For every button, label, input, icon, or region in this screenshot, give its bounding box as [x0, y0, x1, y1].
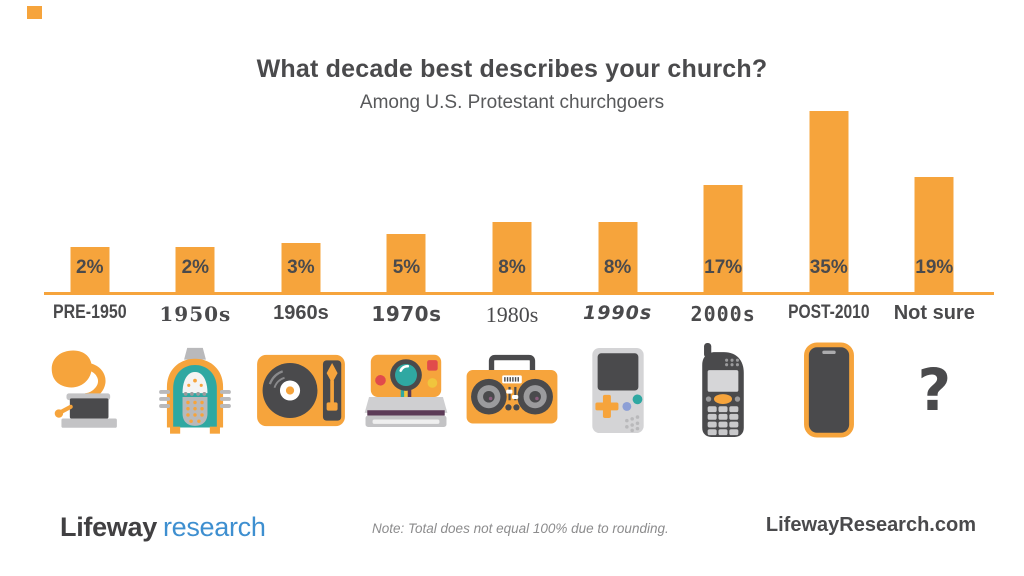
smartphone-icon: [776, 338, 882, 442]
decade-label: POST-2010: [788, 302, 870, 323]
logo-text-primary: Lifeway: [60, 512, 157, 542]
bar-value-label: 5%: [392, 257, 421, 278]
bar-value-label: 2%: [76, 257, 104, 278]
bar: [281, 243, 321, 294]
bar-value-label: 19%: [915, 257, 954, 278]
handheld-game-console-icon: [565, 338, 671, 442]
chart-subtitle: Among U.S. Protestant churchgoers: [359, 92, 665, 113]
bar: [175, 247, 215, 294]
bar-value-label: 35%: [809, 257, 848, 278]
decade-label: 1970s: [371, 302, 442, 326]
question-mark-icon: ?: [917, 356, 952, 424]
website-url: LifewayResearch.com: [765, 514, 976, 536]
decade-label: Not sure: [893, 302, 975, 324]
lifeway-research-logo: Lifeway research: [60, 512, 266, 543]
logo-text-secondary: research: [162, 512, 266, 542]
decade-column: 17% 2000s: [670, 0, 776, 576]
chart-title: What decade best describes your church?: [256, 55, 768, 83]
bar-value-label: 2%: [181, 257, 210, 278]
bar: [70, 247, 110, 294]
decade-column: 8% 1990s: [565, 0, 671, 576]
decade-column: 5% 1970s: [354, 0, 460, 576]
decade-column: 35% POST-2010: [776, 0, 882, 576]
cell-phone-icon: [670, 338, 776, 442]
record-player-icon: [248, 338, 354, 442]
bar-chart: 2% PRE-1950 2% 1950s 3% 1960s: [37, 0, 987, 576]
bar: [492, 222, 532, 294]
bar: [809, 111, 849, 294]
decade-label: 1990s: [582, 302, 653, 324]
bar: [598, 222, 638, 294]
bar-value-label: 8%: [603, 257, 632, 278]
decade-label: 1980s: [485, 302, 539, 327]
decade-label: 1950s: [159, 302, 232, 326]
boombox-icon: [459, 338, 565, 442]
gramophone-icon: [37, 338, 143, 442]
decade-column: 8% 1980s: [459, 0, 565, 576]
decade-column: 2% PRE-1950: [37, 0, 143, 576]
bar-value-label: 3%: [287, 257, 315, 278]
decade-column: 2% 1950s: [143, 0, 249, 576]
instant-camera-icon: [354, 338, 460, 442]
bar: [703, 185, 743, 294]
rounding-note: Note: Total does not equal 100% due to r…: [372, 521, 669, 536]
decade-label: 2000s: [690, 302, 756, 326]
decade-column: 19% Not sure ?: [882, 0, 988, 576]
decade-label: PRE-1950: [52, 302, 127, 323]
bar-value-label: 17%: [704, 257, 743, 278]
bar-value-label: 8%: [498, 257, 526, 278]
bar: [914, 177, 954, 294]
decade-label: 1960s: [273, 302, 329, 324]
chart-baseline: [44, 292, 994, 295]
corner-accent-mark: [27, 6, 42, 19]
bar: [386, 234, 426, 294]
jukebox-icon: [143, 338, 249, 442]
decade-column: 3% 1960s: [248, 0, 354, 576]
